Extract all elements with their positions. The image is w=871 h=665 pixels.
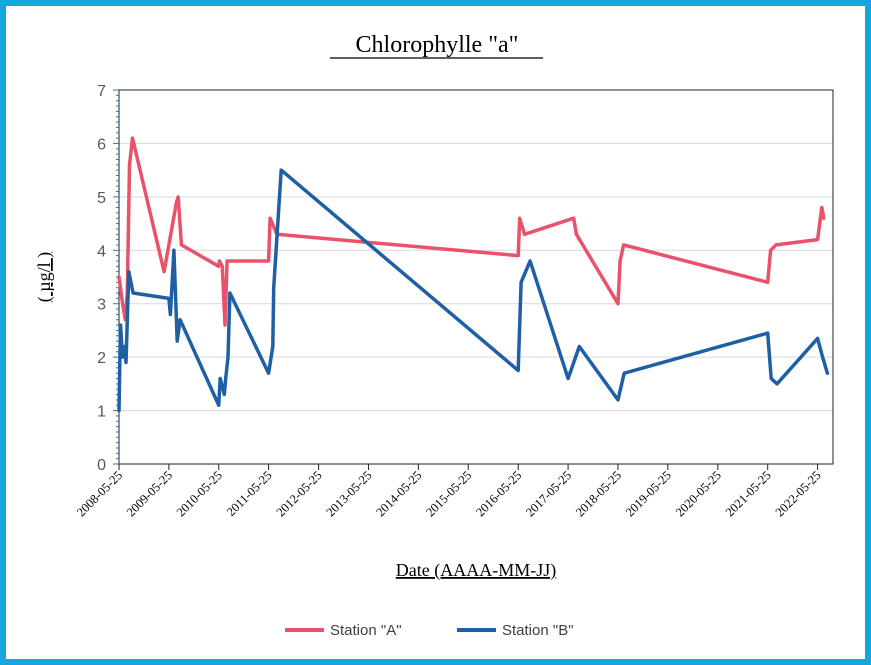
chart-title: Chlorophylle "a" (356, 32, 519, 58)
x-tick-label: 2021-05-25 (723, 468, 774, 519)
x-tick-label: 2018-05-25 (573, 468, 624, 519)
x-tick-label: 2011-05-25 (224, 468, 275, 519)
x-tick-label: 2013-05-25 (323, 468, 374, 519)
x-tick-label: 2012-05-25 (274, 468, 325, 519)
y-tick-label: 7 (97, 83, 106, 100)
x-tick-label: 2020-05-25 (673, 468, 724, 519)
y-tick-label: 2 (97, 350, 106, 367)
y-tick-label: 0 (97, 457, 106, 474)
series-lines (117, 136, 830, 413)
legend-label-station-a: Station "A" (330, 622, 402, 639)
x-axis-label: Date (AAAA-MM-JJ) (396, 560, 556, 581)
x-tick-label: 2016-05-25 (473, 468, 524, 519)
x-tick-label: 2009-05-25 (124, 468, 175, 519)
x-tick-label: 2008-05-25 (74, 468, 125, 519)
legend-label-station-b: Station "B" (502, 622, 574, 639)
y-tick-label: 6 (97, 136, 106, 153)
x-tick-label: 2014-05-25 (373, 468, 424, 519)
y-tick-label: 1 (97, 404, 106, 421)
x-tick-label: 2019-05-25 (623, 468, 674, 519)
y-axis-label: ( µg/l ) (34, 252, 55, 302)
legend: Station "A" Station "B" (285, 622, 574, 639)
y-tick-label: 5 (97, 190, 106, 207)
y-tick-label: 4 (97, 243, 106, 260)
x-tick-label: 2010-05-25 (174, 468, 225, 519)
x-tick-label: 2022-05-25 (773, 468, 824, 519)
x-tick-label: 2017-05-25 (523, 468, 574, 519)
series-line-station-a (117, 136, 826, 327)
y-tick-label: 3 (97, 297, 106, 314)
x-tick-label: 2015-05-25 (423, 468, 474, 519)
series-line-station-b (117, 168, 830, 413)
